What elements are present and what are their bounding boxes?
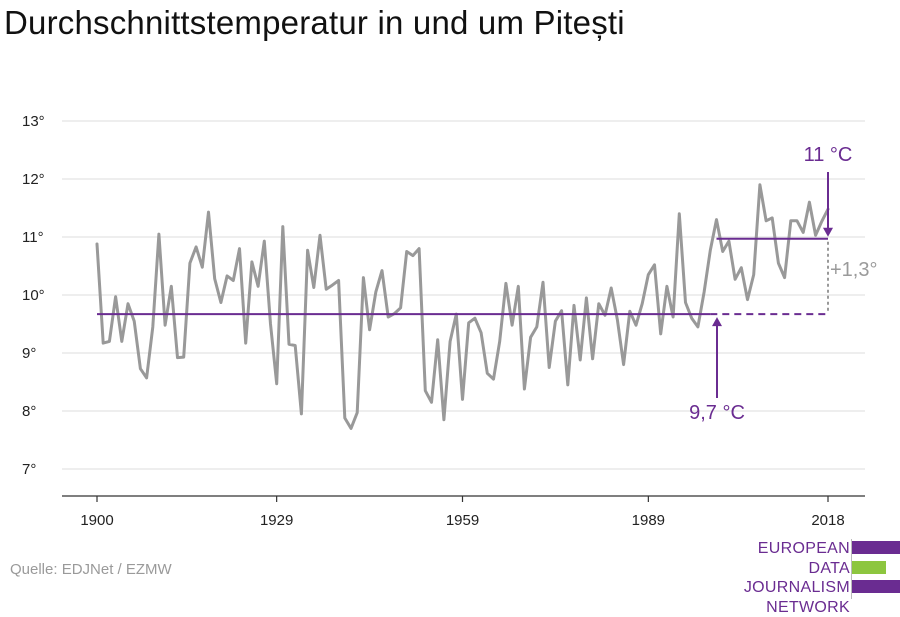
logo-bar-middle: [852, 561, 886, 574]
x-tick-label: 1900: [80, 512, 113, 529]
x-axis: 1900 1929 1959 1989 2018: [62, 496, 865, 529]
difference-label: +1,3°: [830, 259, 877, 281]
y-tick-label: 7°: [22, 461, 36, 478]
y-tick-label: 9°: [22, 345, 36, 362]
x-tick-label: 1989: [632, 512, 665, 529]
y-tick-label: 10°: [22, 287, 45, 304]
recent-average-label: 11 °C: [804, 144, 853, 166]
edjnet-logo[interactable]: EUROPEAN DATA JOURNALISM NETWORK: [700, 539, 900, 599]
logo-line-2: DATA JOURNALISM: [700, 559, 850, 598]
logo-text: EUROPEAN DATA JOURNALISM NETWORK: [700, 539, 850, 617]
series-layer: [97, 185, 828, 429]
y-tick-label: 12°: [22, 171, 45, 188]
source-note: Quelle: EDJNet / EZMW: [10, 561, 172, 578]
y-tick-label: 8°: [22, 403, 36, 420]
baseline-label: 9,7 °C: [689, 402, 745, 424]
y-tick-label: 11°: [22, 229, 44, 246]
logo-line-3: NETWORK: [700, 598, 850, 617]
logo-line-1: EUROPEAN: [700, 539, 850, 559]
y-tick-label: 13°: [22, 113, 45, 130]
logo-bar-bottom: [852, 580, 900, 593]
y-tick-labels: 7° 8° 9° 10° 11° 12° 13°: [22, 113, 45, 478]
temperature-series-line: [97, 185, 828, 429]
recent-arrow-head: [823, 228, 833, 237]
baseline-arrow-head: [712, 317, 722, 326]
logo-bar-top: [852, 541, 900, 554]
x-tick-label: 1929: [260, 512, 293, 529]
x-tick-label: 2018: [811, 512, 844, 529]
x-tick-label: 1959: [446, 512, 479, 529]
